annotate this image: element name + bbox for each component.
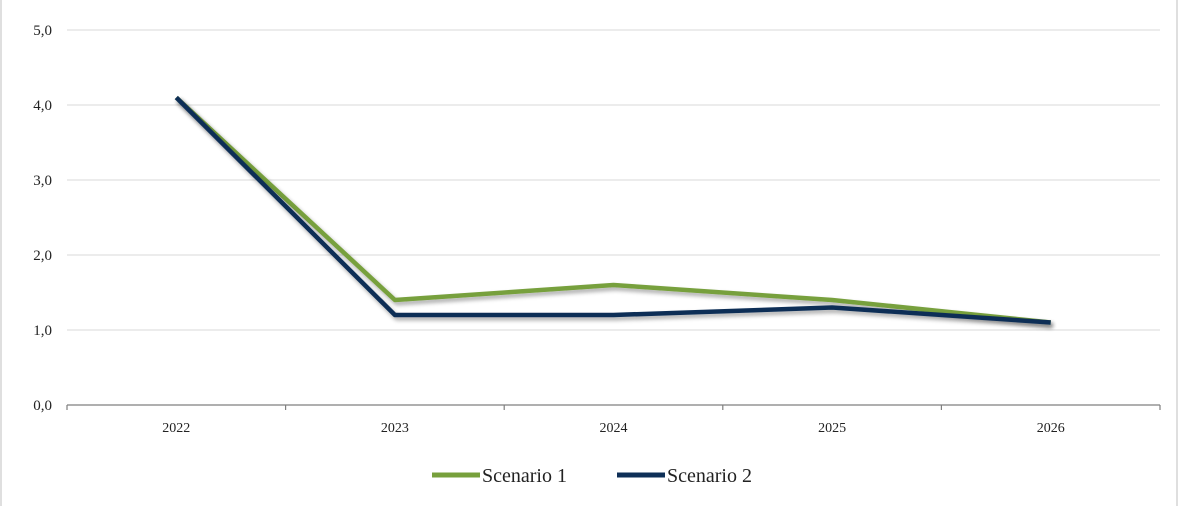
series-line-2: [174, 95, 1051, 325]
y-tick-label: 5,0: [33, 23, 52, 39]
legend: Scenario 1 Scenario 2: [432, 465, 752, 487]
series-lines: [174, 95, 1051, 325]
gridlines: [67, 29, 1160, 331]
x-tick-label: 2025: [818, 421, 846, 436]
y-tick-label: 2,0: [33, 248, 52, 264]
x-tick-label: 2024: [600, 421, 628, 436]
y-tick-label: 0,0: [33, 398, 52, 414]
x-tick-label: 2022: [162, 421, 190, 436]
x-tick-label: 2023: [381, 421, 409, 436]
y-tick-label: 4,0: [33, 98, 52, 114]
series-line-1: [174, 95, 1051, 325]
legend-label-1: Scenario 1: [482, 465, 567, 487]
axes: 0,0 1,0 2,0 3,0 4,0 5,0 2022 2023 2024 2025 2026: [33, 23, 1161, 436]
y-tick-label: 1,0: [33, 323, 52, 339]
y-tick-label: 3,0: [33, 173, 52, 189]
legend-label-2: Scenario 2: [667, 465, 752, 487]
x-tick-label: 2026: [1037, 421, 1065, 436]
